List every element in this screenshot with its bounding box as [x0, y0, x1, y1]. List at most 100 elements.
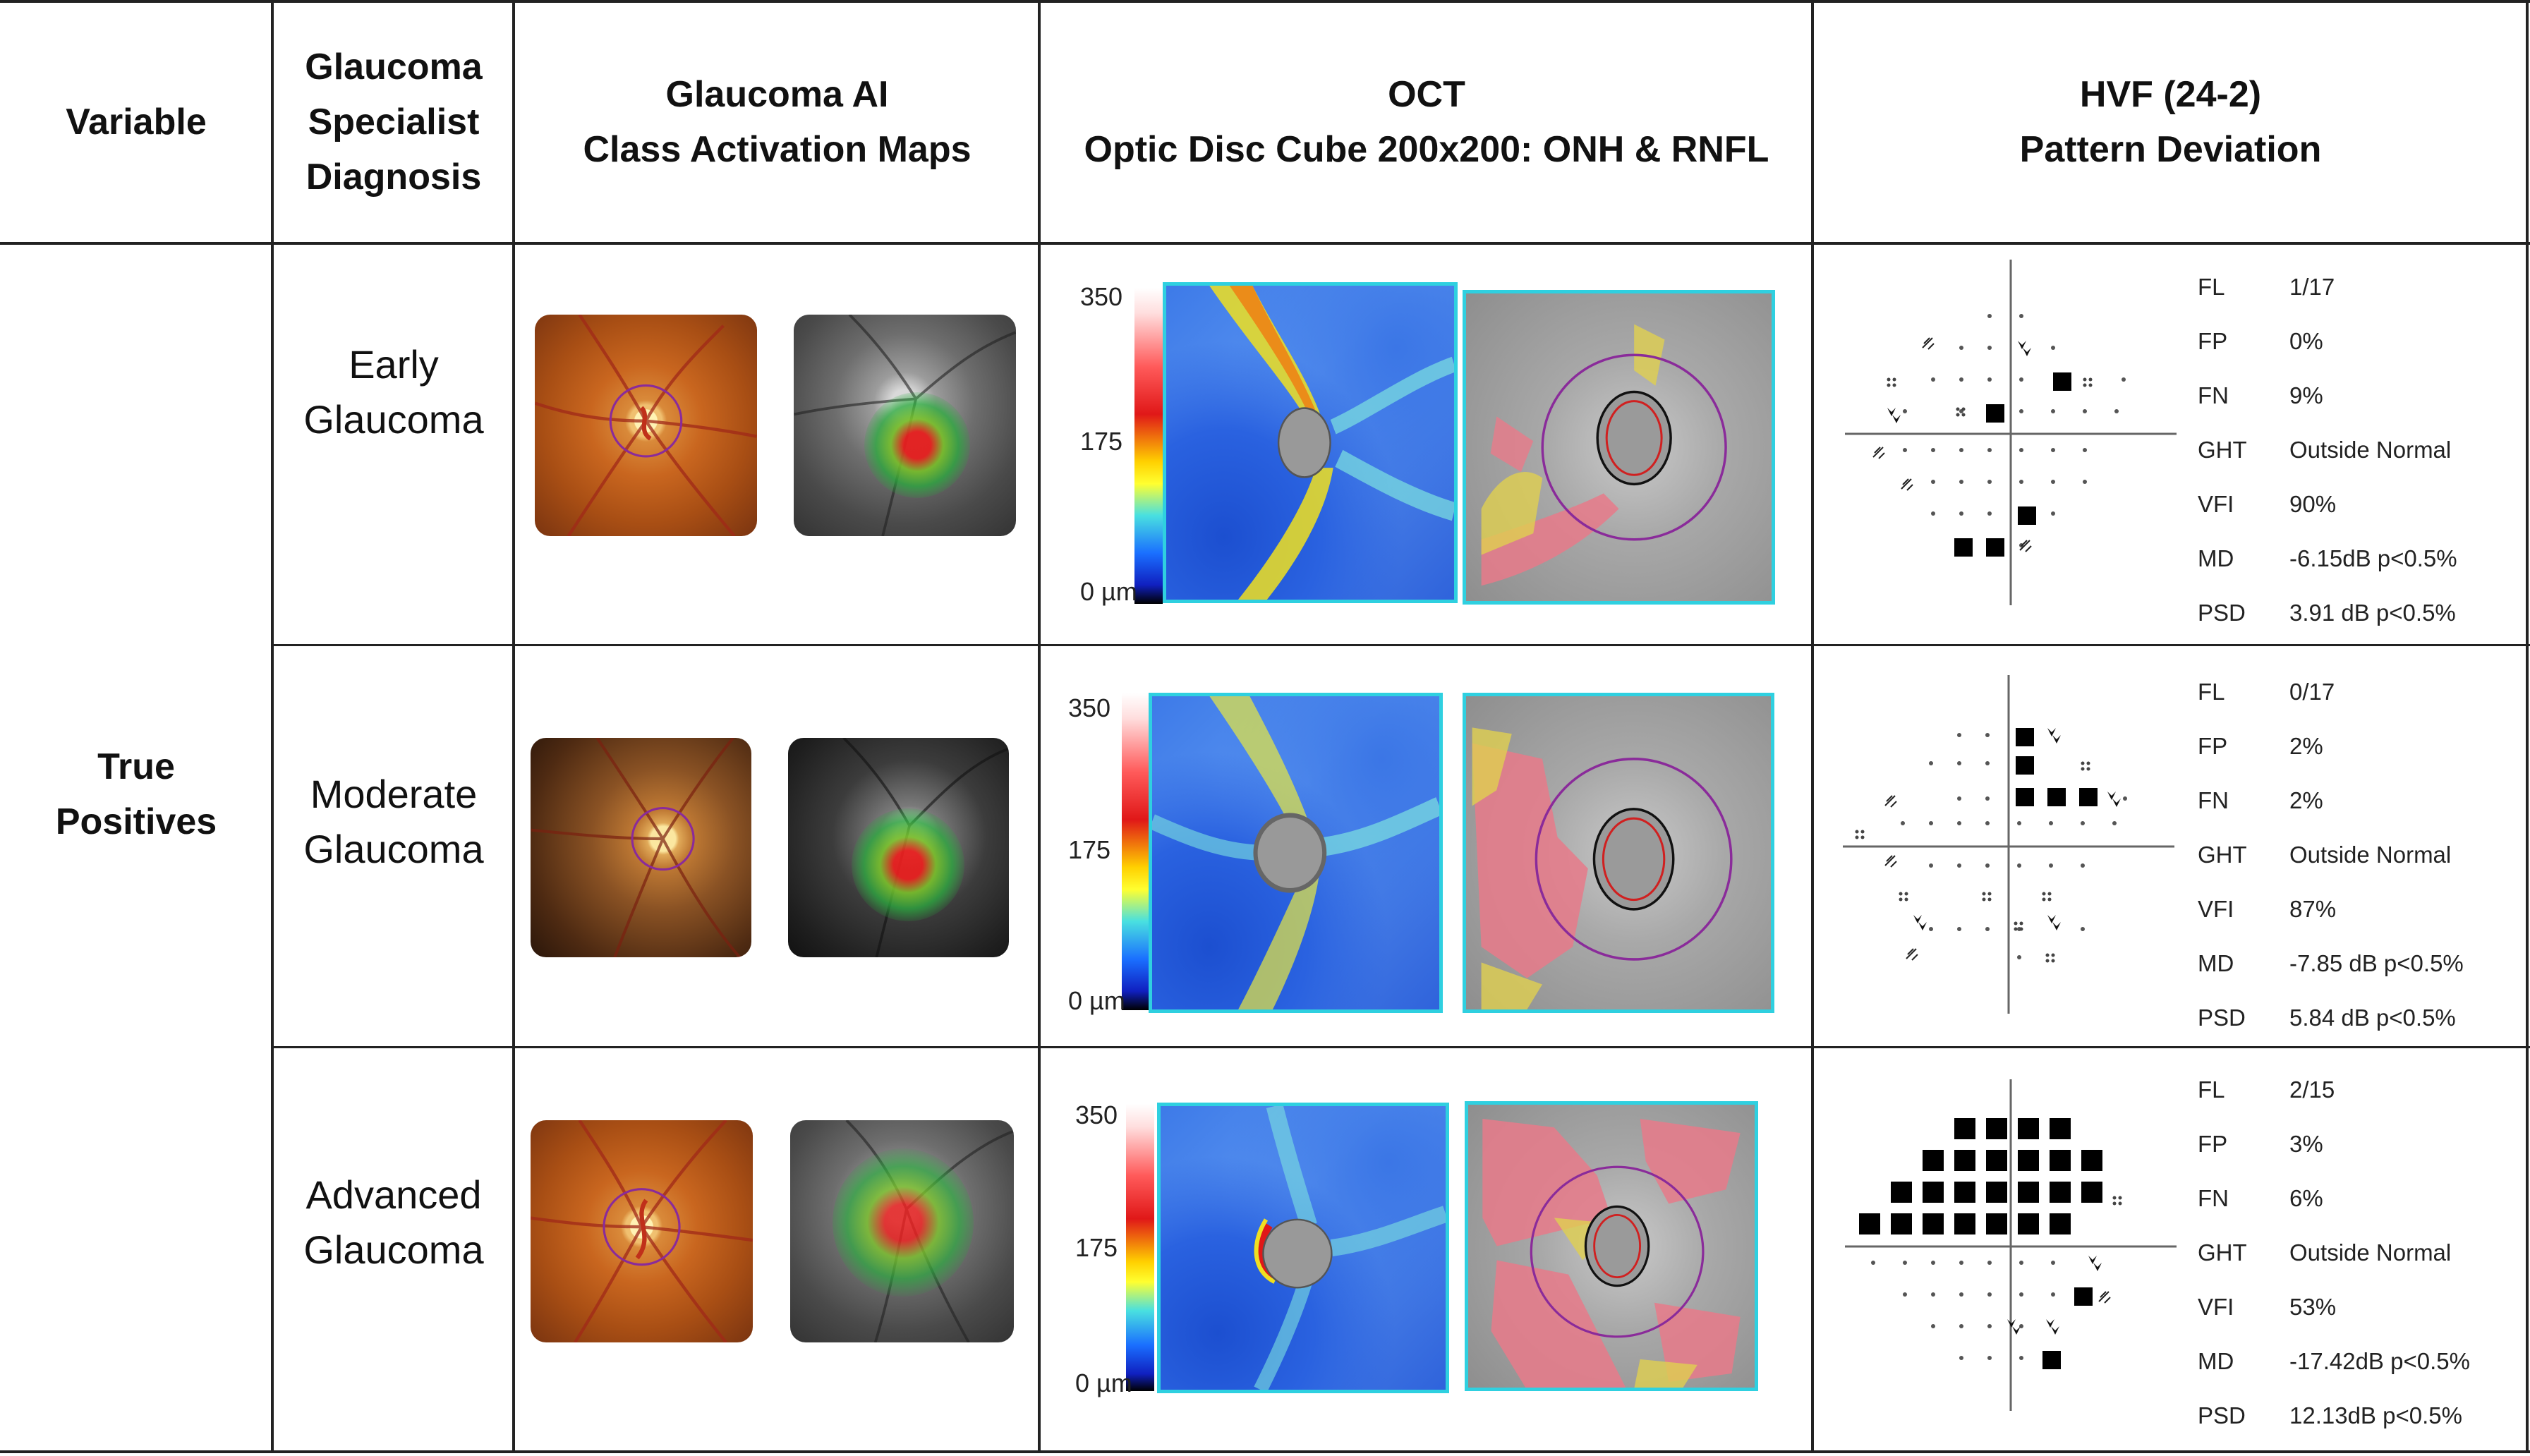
- stat-row: PSD 3.91 dB p<0.5%: [2198, 586, 2457, 640]
- stat-value: 5.84 dB p<0.5%: [2289, 1005, 2456, 1031]
- diagnosis-early-line2: Glaucoma: [303, 397, 484, 442]
- stat-value: Outside Normal: [2289, 437, 2452, 463]
- stat-row: FL 0/17: [2198, 665, 2464, 719]
- stat-value: Outside Normal: [2289, 1239, 2452, 1266]
- stat-row: VFI 90%: [2198, 477, 2457, 531]
- stat-row: FL 2/15: [2198, 1062, 2470, 1117]
- scale-mid-early: 175: [1080, 427, 1123, 456]
- stat-row: MD -6.15dB p<0.5%: [2198, 531, 2457, 586]
- row-divider-1: [272, 644, 2530, 646]
- stat-value: -17.42dB p<0.5%: [2289, 1348, 2470, 1374]
- row-divider-2: [272, 1046, 2530, 1048]
- scale-bottom-advanced: 0 µm: [1075, 1369, 1132, 1397]
- hvf-pattern-deviation-moderate: [1843, 675, 2174, 1014]
- stat-value: 87%: [2289, 896, 2337, 922]
- cam-heat-moderate: [852, 808, 964, 921]
- stat-key: MD: [2198, 950, 2234, 976]
- stat-value: Outside Normal: [2289, 842, 2452, 868]
- stat-key: GHT: [2198, 437, 2247, 463]
- header-hvf: HVF (24-2) Pattern Deviation: [1814, 0, 2527, 243]
- stat-value: 12.13dB p<0.5%: [2289, 1402, 2462, 1428]
- diagnosis-moderate: Moderate Glaucoma: [274, 767, 514, 877]
- stat-value: 90%: [2289, 491, 2337, 517]
- stat-key: VFI: [2198, 1294, 2234, 1320]
- header-variable-text: Variable: [66, 101, 207, 142]
- stat-row: FP 2%: [2198, 719, 2464, 773]
- group-label-line1: True: [97, 746, 175, 787]
- stat-key: FN: [2198, 787, 2229, 813]
- stat-key: FP: [2198, 733, 2228, 759]
- stat-value: -6.15dB p<0.5%: [2289, 545, 2457, 571]
- rnfl-thickness-map-moderate: [1149, 693, 1443, 1013]
- cam-map-early: [794, 315, 1016, 536]
- stat-value: 1/17: [2289, 274, 2335, 300]
- stat-value: 2/15: [2289, 1076, 2335, 1103]
- header-specialist-line3: Diagnosis: [305, 156, 482, 198]
- stat-value: -7.85 dB p<0.5%: [2289, 950, 2464, 976]
- diagnosis-advanced: Advanced Glaucoma: [274, 1167, 514, 1278]
- diagnosis-early-line1: Early: [349, 342, 439, 387]
- stat-value: 6%: [2289, 1185, 2323, 1211]
- fundus-photo-moderate: [531, 738, 751, 957]
- diagnosis-moderate-line1: Moderate: [310, 772, 478, 816]
- diagnosis-early: Early Glaucoma: [274, 337, 514, 447]
- header-oct: OCT Optic Disc Cube 200x200: ONH & RNFL: [1041, 0, 1812, 243]
- stat-value: 2%: [2289, 733, 2323, 759]
- stat-row: PSD 5.84 dB p<0.5%: [2198, 990, 2464, 1045]
- hvf-pattern-deviation-early: [1845, 260, 2177, 605]
- stat-row: VFI 87%: [2198, 882, 2464, 936]
- stat-row: GHT Outside Normal: [2198, 1225, 2470, 1280]
- header-specialist-line1: Glaucoma: [305, 46, 483, 87]
- header-divider: [0, 242, 2530, 245]
- stat-row: MD -7.85 dB p<0.5%: [2198, 936, 2464, 990]
- header-ai-line1: Glaucoma AI: [665, 73, 889, 115]
- stat-key: MD: [2198, 545, 2234, 571]
- stat-row: PSD 12.13dB p<0.5%: [2198, 1388, 2470, 1443]
- diagnosis-advanced-line1: Advanced: [305, 1172, 482, 1217]
- table-border-top: [0, 0, 2530, 3]
- stat-value: 0/17: [2289, 679, 2335, 705]
- stat-row: FN 2%: [2198, 773, 2464, 827]
- scale-top-advanced: 350: [1075, 1100, 1118, 1129]
- stat-row: VFI 53%: [2198, 1280, 2470, 1334]
- group-label-line2: Positives: [55, 801, 217, 842]
- rnfl-deviation-map-early: [1463, 290, 1775, 605]
- group-label-true-positives: True Positives: [0, 739, 272, 849]
- cam-heat-advanced: [833, 1148, 974, 1297]
- scale-bottom-early: 0 µm: [1080, 577, 1137, 606]
- rnfl-thickness-map-early: [1163, 282, 1458, 603]
- stat-row: FN 9%: [2198, 368, 2457, 423]
- stat-value: 0%: [2289, 328, 2323, 354]
- header-ai: Glaucoma AI Class Activation Maps: [515, 0, 1039, 243]
- stat-row: GHT Outside Normal: [2198, 827, 2464, 882]
- stat-key: PSD: [2198, 1005, 2246, 1031]
- header-specialist-line2: Specialist: [308, 101, 480, 142]
- cam-map-moderate: [788, 738, 1009, 957]
- header-variable: Variable: [0, 0, 272, 243]
- table-border-bottom: [0, 1450, 2530, 1453]
- stat-row: GHT Outside Normal: [2198, 423, 2457, 477]
- stat-value: 9%: [2289, 382, 2323, 408]
- stat-key: FL: [2198, 1076, 2225, 1103]
- diagnosis-moderate-line2: Glaucoma: [303, 827, 484, 871]
- hvf-stats-moderate: FL 0/17 FP 2% FN 2% GHT Outside Normal VFI 87…: [2198, 665, 2464, 1045]
- header-hvf-line2: Pattern Deviation: [2019, 128, 2322, 170]
- stat-key: FN: [2198, 1185, 2229, 1211]
- stat-key: FP: [2198, 328, 2228, 354]
- header-oct-line1: OCT: [1388, 73, 1465, 115]
- fundus-photo-early: [535, 315, 757, 536]
- thickness-scale-early: [1134, 288, 1163, 604]
- header-specialist: Glaucoma Specialist Diagnosis: [274, 0, 514, 243]
- stat-row: MD -17.42dB p<0.5%: [2198, 1334, 2470, 1388]
- thickness-scale-advanced: [1126, 1104, 1154, 1391]
- stat-value: 3.91 dB p<0.5%: [2289, 600, 2456, 626]
- stat-row: FL 1/17: [2198, 260, 2457, 314]
- stat-row: FP 0%: [2198, 314, 2457, 368]
- col-divider-2: [512, 0, 515, 1453]
- stat-row: FP 3%: [2198, 1117, 2470, 1171]
- stat-key: MD: [2198, 1348, 2234, 1374]
- stat-key: FL: [2198, 679, 2225, 705]
- table-border-right: [2526, 0, 2529, 1453]
- stat-key: FL: [2198, 274, 2225, 300]
- hvf-pattern-deviation-advanced: [1845, 1079, 2177, 1411]
